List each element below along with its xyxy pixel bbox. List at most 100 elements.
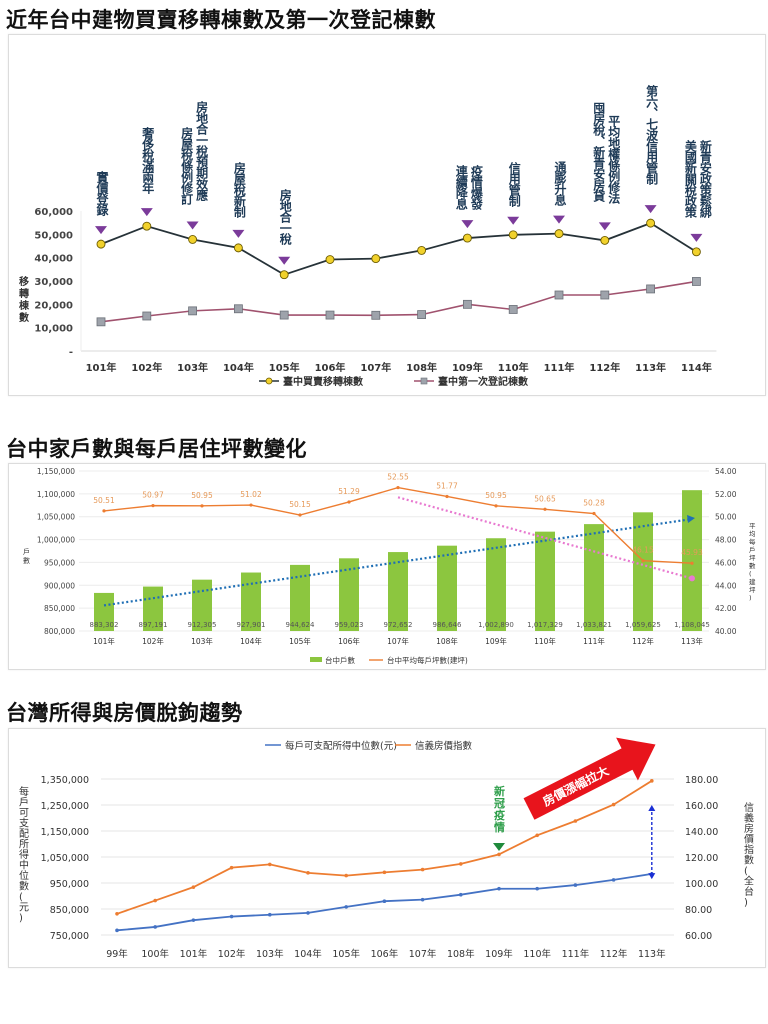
x-tick-label: 112年 — [600, 948, 628, 960]
transfers-point — [233, 243, 243, 253]
y-axis-label: 位 — [19, 869, 29, 882]
y-axis-label: 每 — [19, 785, 29, 798]
y-tick-label: 1,050,000 — [41, 853, 89, 864]
y-tick-label: 10,000 — [34, 324, 73, 335]
x-tick-label: 111年 — [583, 636, 605, 646]
legend-households-icon — [310, 657, 322, 662]
household-bar — [192, 579, 212, 631]
y2-axis-label: 台 — [744, 885, 754, 898]
x-tick-label: 105年 — [289, 636, 311, 646]
annotation-text: 連續降息 — [454, 165, 469, 210]
y-axis-label: 數 — [19, 311, 29, 324]
transfers-point — [325, 255, 335, 264]
y2-axis-label: ) — [749, 594, 752, 602]
x-tick-label: 113年 — [635, 361, 666, 374]
household-bar — [339, 558, 359, 631]
y-axis-label: 中 — [19, 859, 29, 872]
x-tick-label: 114年 — [681, 361, 712, 374]
x-tick-label: 101年 — [180, 948, 208, 960]
y-tick-label: 850,000 — [44, 604, 75, 613]
event-marker-icon — [278, 256, 291, 265]
arrow-up-icon — [648, 805, 656, 811]
household-bar — [584, 524, 604, 631]
x-tick-label: 112年 — [589, 361, 620, 374]
line-value-label: 45.93 — [681, 548, 703, 557]
y2-tick-label: 180.00 — [685, 775, 718, 786]
covid-annotation: 冠 — [494, 797, 505, 810]
legend-transfers-label: 臺中買賣移轉棟數 — [283, 375, 363, 388]
event-marker-icon — [95, 226, 107, 235]
y2-tick-label: 50.00 — [715, 513, 737, 522]
transfers-point — [646, 218, 656, 228]
y2-tick-label: 140.00 — [685, 827, 718, 838]
x-tick-label: 106年 — [338, 636, 360, 646]
y2-axis-label: 數 — [744, 854, 754, 867]
line-value-label: 51.02 — [240, 490, 262, 499]
bar-value-label: 897,191 — [139, 621, 168, 629]
annotation-text: 實價登錄 — [95, 171, 109, 216]
y-tick-label: 1,250,000 — [41, 801, 89, 812]
first-registration-point — [279, 310, 289, 320]
y-tick-label: 1,150,000 — [41, 827, 89, 838]
line-value-label: 50.51 — [93, 496, 115, 505]
household-bar — [290, 564, 310, 631]
y2-axis-label: 坪 — [749, 586, 756, 594]
y-axis-label: 支 — [19, 818, 29, 830]
y-axis-label: ( — [19, 892, 23, 903]
x-tick-label: 110年 — [498, 361, 529, 374]
y2-axis-label: 每 — [749, 537, 756, 546]
x-tick-label: 103年 — [191, 636, 213, 646]
y2-axis-label: 義 — [744, 812, 754, 825]
section-title-transfers: 近年台中建物買賣移轉棟數及第一次登記棟數 — [6, 8, 436, 32]
x-tick-label: 103年 — [177, 361, 208, 374]
y2-tick-label: 42.00 — [715, 604, 737, 613]
x-tick-label: 102年 — [131, 361, 162, 374]
bar-value-label: 927,901 — [237, 621, 266, 629]
first-registration-point — [646, 284, 655, 294]
y2-tick-label: 44.00 — [715, 581, 737, 590]
first-registration-point — [233, 304, 243, 314]
first-registration-point — [508, 305, 518, 314]
y2-axis-label: 戶 — [749, 545, 756, 554]
first-registration-point — [142, 311, 152, 321]
y-axis-label: 元 — [19, 903, 29, 914]
x-tick-label: 108年 — [436, 636, 458, 646]
event-marker-icon — [461, 220, 474, 229]
y2-axis-label: 均 — [749, 529, 756, 538]
y2-tick-label: 60.00 — [685, 931, 712, 942]
household-bar — [388, 552, 408, 631]
bar-value-label: 912,305 — [188, 621, 217, 629]
transfers-point — [96, 239, 106, 249]
y-tick-label: 60,000 — [34, 207, 73, 218]
bar-value-label: 1,017,329 — [527, 621, 563, 629]
y-axis-label: 配 — [19, 828, 29, 840]
y-tick-label: 1,350,000 — [41, 775, 89, 786]
y2-axis-label: 平 — [749, 522, 756, 530]
x-tick-label: 104年 — [223, 361, 254, 374]
chart-panel-households: 800,000 850,000 900,000 950,000 1,000,000 1,0… — [8, 463, 766, 670]
chart-panel-income-price: 750,000 850,000 950,000 1,050,000 1,150,000 1… — [8, 728, 766, 968]
x-tick-label: 106年 — [371, 948, 399, 960]
y-tick-label: 40,000 — [34, 254, 73, 265]
y2-axis-label: 指 — [744, 843, 754, 856]
y2-tick-label: 52.00 — [715, 490, 737, 499]
y2-tick-label: 100.00 — [685, 879, 718, 890]
annotation-text: 新青安政策鬆綁 — [698, 139, 713, 217]
annotation-text: 信用管制 — [507, 161, 522, 206]
covid-annotation: 疫 — [494, 808, 505, 822]
first-registration-point — [600, 290, 610, 300]
annotation-text: 平均地權條例修法 — [606, 115, 621, 204]
x-tick-label: 108年 — [406, 361, 437, 374]
y-axis-label: 移 — [19, 275, 29, 288]
y2-axis-label: 建 — [749, 577, 756, 586]
y-tick-label: 1,000,000 — [37, 536, 75, 545]
y2-tick-label: 46.00 — [715, 558, 737, 567]
x-tick-label: 110年 — [523, 948, 551, 960]
y2-tick-label: 40.00 — [715, 627, 737, 636]
y-tick-label: 1,150,000 — [37, 467, 75, 476]
transfers-point — [279, 270, 289, 280]
transfers-point — [417, 245, 427, 255]
y-tick-label: 1,100,000 — [37, 490, 75, 499]
transfers-point — [142, 221, 152, 231]
household-bar — [633, 512, 653, 631]
